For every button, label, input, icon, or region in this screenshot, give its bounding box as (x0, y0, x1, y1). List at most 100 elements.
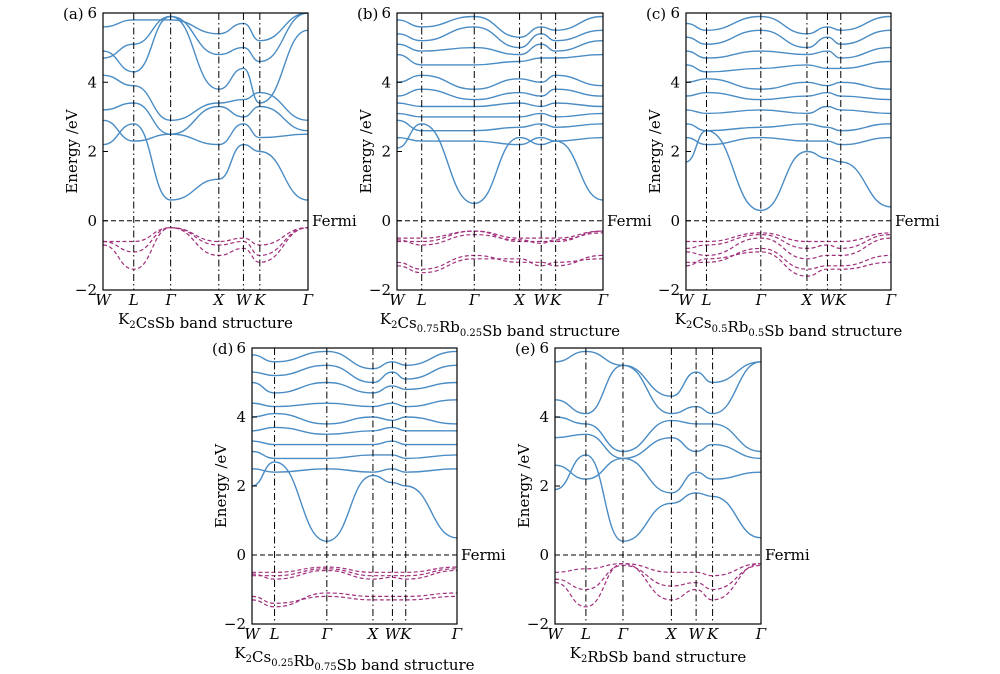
valence-band-line (252, 566, 457, 573)
y-tick-label: 0 (539, 546, 549, 564)
fermi-label: Fermi (312, 212, 357, 230)
k-point-label: X (212, 291, 225, 309)
k-point-label: Γ (468, 291, 480, 309)
k-point-label: Γ (885, 291, 897, 309)
conduction-band-line (252, 450, 457, 460)
k-point-label: Γ (302, 291, 314, 309)
fermi-label: Fermi (895, 212, 940, 230)
valence-band-line (252, 568, 457, 577)
conduction-band-line (252, 350, 457, 370)
conduction-band-line (252, 461, 457, 542)
k-point-label: W (678, 291, 695, 309)
k-point-label: X (665, 625, 678, 643)
y-tick-label: 4 (236, 408, 246, 426)
y-tick-label: 2 (87, 143, 97, 161)
y-tick-label: 6 (539, 339, 549, 357)
k-point-label: W (389, 291, 406, 309)
conduction-band-line (397, 102, 603, 108)
conduction-band-line (555, 457, 761, 494)
conduction-band-line (397, 112, 603, 118)
y-tick-label: 2 (236, 477, 246, 495)
conduction-band-line (252, 426, 457, 436)
valence-band-line (686, 237, 891, 260)
conduction-band-line (686, 136, 891, 146)
panel-caption: K2RbSb band structure (570, 644, 747, 666)
y-tick-label: 0 (236, 546, 246, 564)
conduction-band-line (686, 60, 891, 73)
bands (397, 15, 603, 274)
conduction-band-line (397, 123, 603, 205)
fermi-label: Fermi (765, 546, 810, 564)
y-tick-label: 6 (236, 339, 246, 357)
panel-label: (c) (646, 5, 666, 23)
y-tick-label: 2 (670, 143, 680, 161)
valence-band-line (686, 247, 891, 270)
valence-band-line (397, 232, 603, 246)
valence-band-line (686, 233, 891, 250)
k-point-label: Γ (597, 291, 609, 309)
k-point-label: Γ (617, 625, 629, 643)
y-tick-label: 2 (539, 477, 549, 495)
k-point-label: Γ (321, 625, 333, 643)
conduction-band-line (252, 364, 457, 384)
valence-band-line (397, 230, 603, 239)
conduction-band-line (252, 412, 457, 425)
conduction-band-line (555, 361, 761, 415)
k-point-label: Γ (451, 625, 463, 643)
k-point-label: X (801, 291, 814, 309)
y-tick-label: 4 (539, 408, 549, 426)
conduction-band-line (686, 105, 891, 115)
y-tick-label: 4 (87, 73, 97, 91)
conduction-band-line (686, 123, 891, 132)
k-point-label: W (236, 291, 253, 309)
conduction-band-line (397, 136, 603, 146)
y-tick-label: −2 (369, 281, 391, 299)
k-point-label: Γ (164, 291, 176, 309)
y-tick-label: −2 (75, 281, 97, 299)
y-tick-label: 0 (87, 212, 97, 230)
bands (252, 350, 457, 608)
y-tick-label: 0 (670, 212, 680, 230)
conduction-band-line (686, 15, 891, 35)
k-point-label: L (416, 291, 427, 309)
conduction-band-line (397, 53, 603, 66)
y-tick-label: 6 (670, 4, 680, 22)
conduction-band-line (686, 78, 891, 90)
y-tick-label: 6 (381, 4, 391, 22)
k-point-label: K (253, 291, 266, 309)
k-point-label: X (513, 291, 526, 309)
valence-band-line (397, 258, 603, 274)
k-point-label: W (547, 625, 564, 643)
y-axis-label: Energy /eV (212, 443, 230, 528)
k-point-label: W (688, 625, 705, 643)
plot-frame (396, 12, 604, 291)
y-tick-label: −2 (527, 615, 549, 633)
k-point-label: X (367, 625, 380, 643)
conduction-band-line (252, 381, 457, 394)
k-point-label: L (701, 291, 712, 309)
valence-band-line (252, 569, 457, 580)
conduction-band-line (397, 88, 603, 101)
valence-band-line (397, 254, 603, 270)
conduction-band-line (686, 29, 891, 49)
y-tick-label: 4 (670, 73, 680, 91)
conduction-band-line (252, 399, 457, 408)
valence-band-line (686, 232, 891, 243)
fermi-label: Fermi (461, 546, 506, 564)
y-axis-label: Energy /eV (357, 108, 375, 193)
conduction-band-line (686, 46, 891, 59)
conduction-band-line (252, 440, 457, 446)
y-axis-label: Energy /eV (515, 443, 533, 528)
k-point-label: W (244, 625, 261, 643)
k-point-label: Γ (755, 625, 767, 643)
panel-label: (a) (63, 5, 84, 23)
valence-band-line (103, 227, 308, 246)
conduction-band-line (397, 74, 603, 90)
k-point-label: K (399, 625, 412, 643)
k-point-label: K (549, 291, 562, 309)
panel-caption: K2CsSb band structure (118, 310, 293, 332)
